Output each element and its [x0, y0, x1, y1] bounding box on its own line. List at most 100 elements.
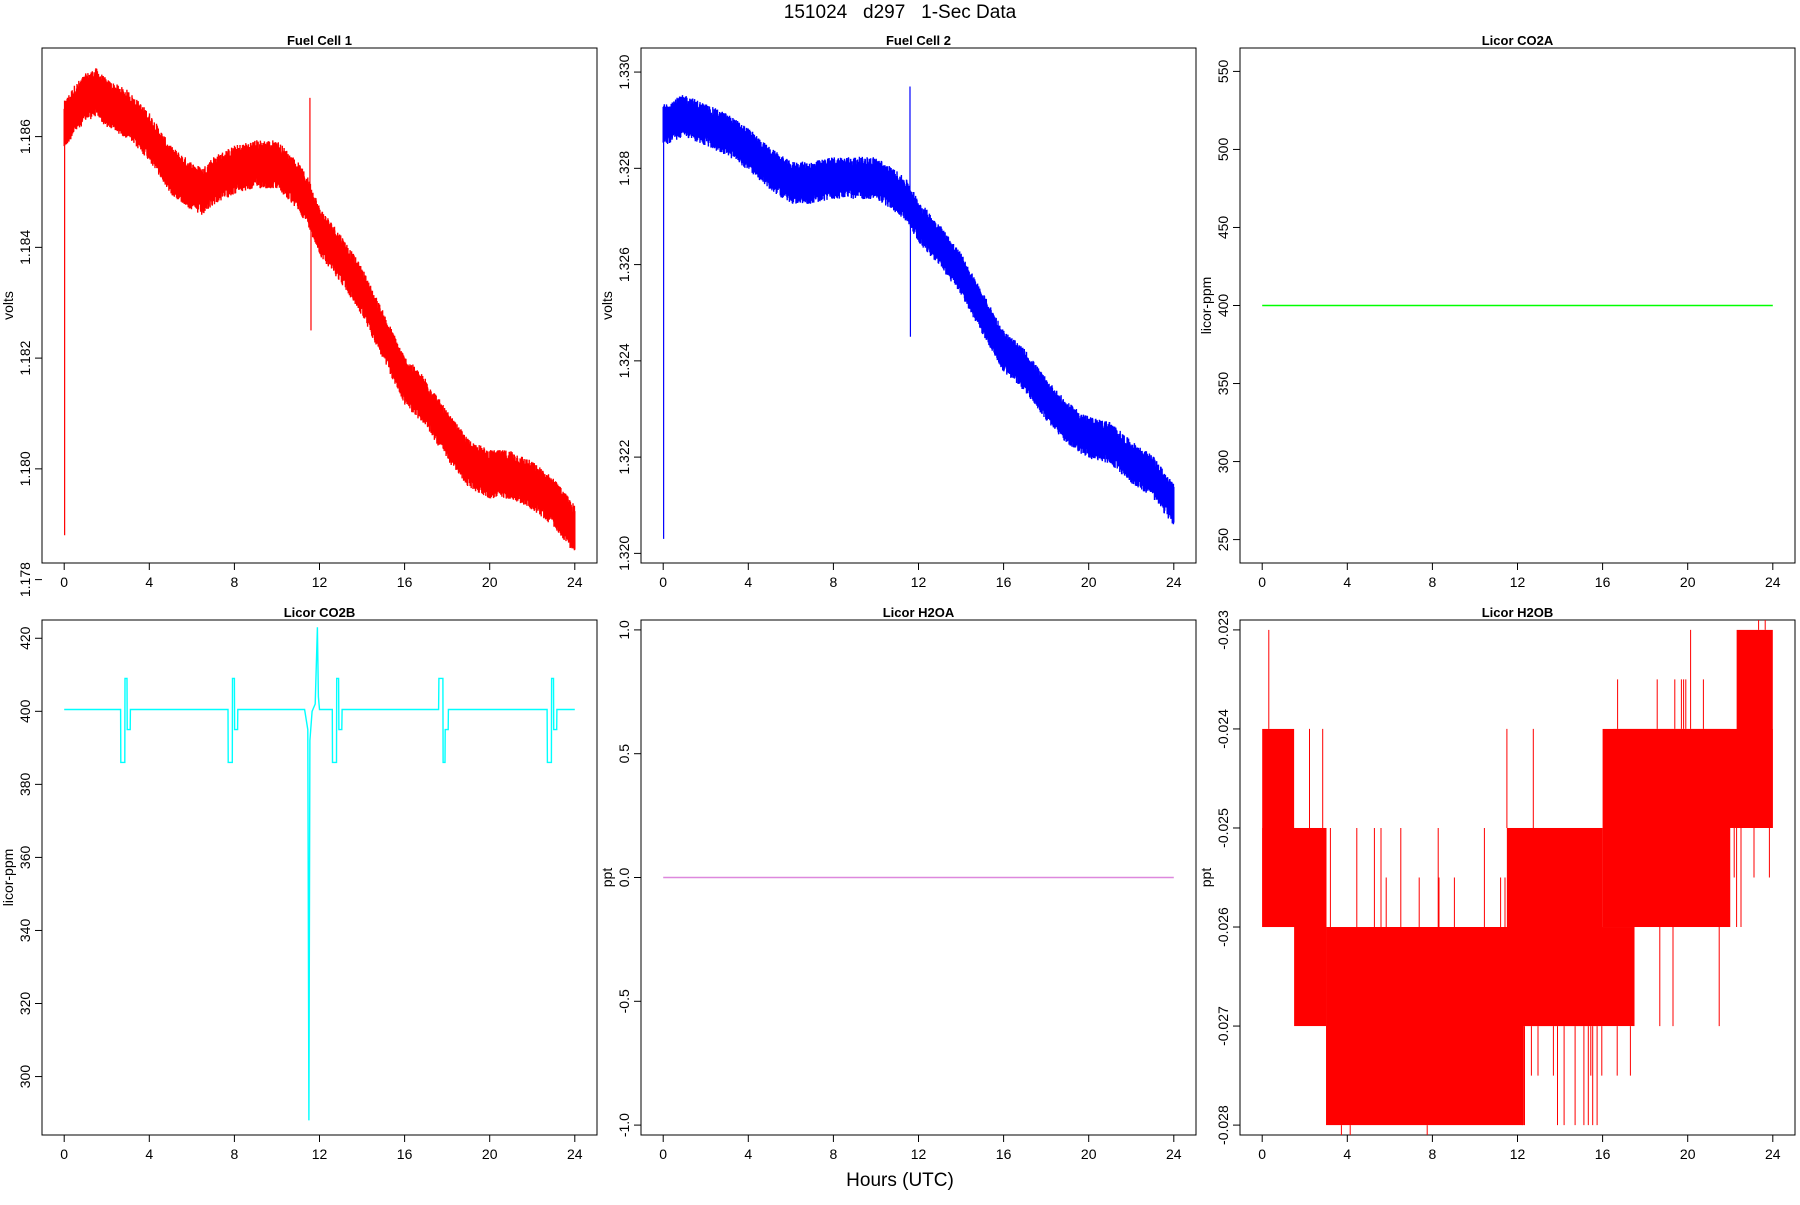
y-tick-label: -0.024: [1215, 709, 1231, 749]
x-tick-label: 8: [830, 574, 838, 590]
x-tick-label: 12: [911, 574, 927, 590]
x-tick-label: 0: [60, 1146, 68, 1162]
chart-title: Fuel Cell 2: [886, 33, 951, 48]
data-layer: [1262, 620, 1773, 1135]
y-tick-label: 1.320: [616, 536, 632, 571]
y-axis-label: ppt: [599, 868, 615, 888]
y-tick-label: 350: [1215, 372, 1231, 396]
y-axis-label: volts: [599, 291, 615, 320]
y-tick-label: 500: [1215, 138, 1231, 162]
x-tick-label: 20: [1081, 1146, 1097, 1162]
x-tick-label: 8: [830, 1146, 838, 1162]
x-tick-label: 0: [1258, 574, 1266, 590]
x-tick-label: 12: [911, 1146, 927, 1162]
y-tick-label: 1.182: [17, 340, 33, 375]
x-axis-title: Hours (UTC): [846, 1170, 954, 1191]
chart-panel-4: Licor CO2B licor-ppm 0 4 8 12 16 20 24 300 320 340 3…: [0, 605, 598, 1162]
x-tick-label: 20: [1081, 574, 1097, 590]
x-tick-label: 0: [659, 574, 667, 590]
signal-band-2: [1262, 827, 1297, 928]
series-line-1: [63, 68, 576, 551]
x-tick-label: 8: [231, 574, 239, 590]
series-line-1: [64, 627, 575, 1121]
y-tick-label: -0.028: [1215, 1105, 1231, 1145]
x-tick-label: 8: [1429, 574, 1437, 590]
y-tick-label: 1.180: [17, 451, 33, 486]
chart-title: Fuel Cell 1: [287, 33, 352, 48]
chart-panel-2: Fuel Cell 2 volts 0 4 8 12 16 20 24 1.320 1.322 1.3…: [599, 33, 1197, 590]
signal-band-edges-1: [1268, 629, 1270, 729]
y-tick-label: 320: [17, 992, 33, 1016]
signal-band-6: [1506, 827, 1603, 1027]
y-tick-label: 1.324: [616, 343, 632, 378]
x-tick-label: 12: [1510, 1146, 1526, 1162]
x-tick-label: 4: [744, 574, 752, 590]
y-tick-label: 1.178: [17, 562, 33, 597]
data-layer: [63, 68, 576, 551]
y-tick-label: -0.027: [1215, 1006, 1231, 1046]
y-tick-label: 0.5: [616, 744, 632, 764]
x-tick-label: 12: [312, 1146, 328, 1162]
y-tick-label: 1.326: [616, 247, 632, 282]
x-tick-label: 20: [482, 1146, 498, 1162]
y-tick-label: 1.184: [17, 230, 33, 265]
x-tick-label: 24: [567, 574, 583, 590]
y-tick-label: -0.023: [1215, 610, 1231, 650]
signal-band-9: [1736, 629, 1773, 828]
x-tick-label: 8: [1429, 1146, 1437, 1162]
y-tick-label: 250: [1215, 528, 1231, 552]
y-tick-label: 1.330: [616, 54, 632, 89]
y-tick-label: 400: [1215, 294, 1231, 318]
x-tick-label: 16: [996, 1146, 1012, 1162]
data-layer: [64, 627, 575, 1121]
x-tick-label: 16: [996, 574, 1012, 590]
y-axis-label: volts: [0, 291, 16, 320]
series-line-1: [662, 95, 1175, 525]
x-tick-label: 24: [1166, 1146, 1182, 1162]
y-tick-label: 420: [17, 626, 33, 650]
x-tick-label: 24: [1765, 574, 1781, 590]
x-tick-label: 4: [1343, 574, 1351, 590]
x-tick-label: 12: [312, 574, 328, 590]
x-tick-label: 16: [397, 574, 413, 590]
data-layer: [662, 86, 1175, 539]
signal-band-3: [1294, 827, 1327, 1027]
x-tick-label: 16: [1595, 1146, 1611, 1162]
y-tick-label: 450: [1215, 216, 1231, 240]
x-tick-label: 24: [1166, 574, 1182, 590]
y-axis-label: licor-ppm: [0, 849, 16, 907]
x-tick-label: 24: [1765, 1146, 1781, 1162]
chart-title: Licor CO2A: [1482, 33, 1554, 48]
y-tick-label: 1.186: [17, 119, 33, 154]
chart-panel-3: Licor CO2A licor-ppm 0 4 8 12 16 20 24 250 300 350 4…: [1198, 33, 1796, 590]
x-tick-label: 8: [231, 1146, 239, 1162]
y-tick-label: -0.5: [616, 989, 632, 1013]
x-tick-label: 20: [1680, 1146, 1696, 1162]
x-tick-label: 0: [60, 574, 68, 590]
x-tick-label: 24: [567, 1146, 583, 1162]
y-tick-label: 400: [17, 699, 33, 723]
y-tick-label: 300: [17, 1065, 33, 1089]
x-tick-label: 4: [744, 1146, 752, 1162]
y-tick-label: 550: [1215, 60, 1231, 84]
chart-panel-1: Fuel Cell 1 volts 0 4 8 12 16 20 24 1.178 1.180 1.1…: [0, 33, 598, 597]
x-tick-label: 4: [145, 574, 153, 590]
x-tick-label: 16: [1595, 574, 1611, 590]
y-tick-label: 380: [17, 772, 33, 796]
chart-panel-5: Licor H2OA ppt 0 4 8 12 16 20 24 -1.0 -0.5 0.0 0.5 1.…: [599, 605, 1197, 1162]
y-tick-label: 360: [17, 846, 33, 870]
y-tick-label: -0.026: [1215, 907, 1231, 947]
y-tick-label: 340: [17, 919, 33, 943]
y-tick-label: 1.322: [616, 439, 632, 474]
y-tick-label: -1.0: [616, 1113, 632, 1137]
x-tick-label: 0: [1258, 1146, 1266, 1162]
x-tick-label: 20: [482, 574, 498, 590]
x-tick-label: 12: [1510, 574, 1526, 590]
y-tick-label: 0.0: [616, 868, 632, 888]
signal-band-edges-2: [1277, 778, 1292, 828]
chart-title: Licor H2OA: [883, 605, 955, 620]
chart-title: Licor H2OB: [1482, 605, 1554, 620]
x-tick-label: 4: [145, 1146, 153, 1162]
